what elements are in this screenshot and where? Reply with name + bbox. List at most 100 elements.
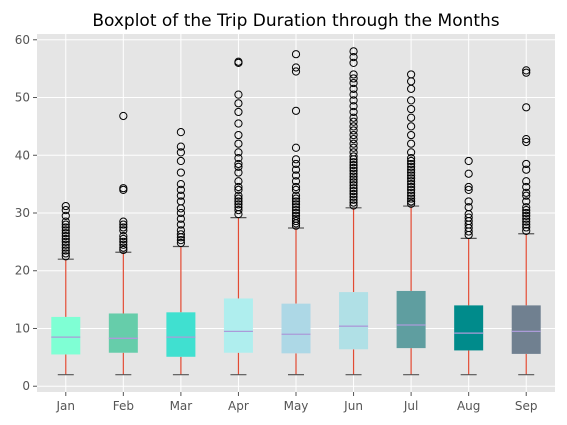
outlier-point xyxy=(234,177,243,186)
outlier-point xyxy=(349,96,358,105)
outlier-point xyxy=(291,155,301,164)
outlier-point xyxy=(407,194,416,203)
outlier-point xyxy=(349,160,358,170)
y-tick-label: 40 xyxy=(15,148,30,162)
outlier-point xyxy=(61,220,70,229)
outlier-point xyxy=(407,185,416,195)
outlier-point xyxy=(522,208,531,218)
outlier-point xyxy=(407,156,416,166)
y-tick-label: 20 xyxy=(15,264,30,278)
outlier-point xyxy=(464,156,473,166)
outlier-point xyxy=(464,203,473,212)
outlier-point xyxy=(522,220,531,229)
outlier-point xyxy=(61,217,70,226)
outlier-point xyxy=(407,177,416,186)
outlier-point xyxy=(407,96,416,105)
box-may xyxy=(281,50,311,376)
outlier-point xyxy=(349,163,358,173)
outlier-point xyxy=(407,180,416,189)
x-tick-label: Jul xyxy=(403,399,418,413)
outlier-point xyxy=(464,185,473,195)
outlier-point xyxy=(61,223,70,232)
outlier-point xyxy=(522,188,531,197)
outlier-point xyxy=(119,223,128,232)
outlier-point xyxy=(407,174,416,183)
outlier-point xyxy=(349,122,358,131)
box-sep xyxy=(511,66,541,376)
x-tick-label: Mar xyxy=(170,399,193,413)
outlier-point xyxy=(61,234,70,244)
outlier-point xyxy=(291,203,301,212)
outlier-point xyxy=(234,194,243,203)
box-series xyxy=(51,47,541,376)
outlier-point xyxy=(234,119,243,128)
outlier-point xyxy=(349,47,358,56)
outlier-point xyxy=(522,206,531,215)
outlier-point xyxy=(119,243,128,252)
outlier-point xyxy=(291,143,301,152)
outlier-point xyxy=(349,113,358,122)
outlier-point xyxy=(176,128,185,137)
outlier-point xyxy=(407,197,416,206)
outlier-point xyxy=(522,182,531,192)
outlier-point xyxy=(349,70,358,79)
outlier-point xyxy=(176,185,185,195)
outlier-point xyxy=(522,217,531,226)
outlier-point xyxy=(349,152,358,161)
outlier-point xyxy=(407,199,416,208)
box-body xyxy=(339,292,369,350)
y-tick-label: 10 xyxy=(15,321,30,335)
outlier-point xyxy=(407,159,416,169)
outlier-point xyxy=(522,203,531,212)
outlier-point xyxy=(234,130,243,140)
outlier-point xyxy=(349,189,358,199)
outlier-point xyxy=(291,211,301,220)
box-body xyxy=(396,290,426,349)
outlier-point xyxy=(349,178,358,187)
outlier-point xyxy=(234,57,243,66)
outlier-point xyxy=(349,107,358,117)
box-body xyxy=(281,303,311,354)
outlier-point xyxy=(234,185,243,195)
outlier-point xyxy=(349,102,358,111)
outlier-point xyxy=(407,154,416,163)
y-tick-label: 0 xyxy=(22,379,30,393)
outlier-point xyxy=(119,184,128,193)
outlier-point xyxy=(234,99,243,108)
outlier-point xyxy=(291,197,301,206)
outlier-point xyxy=(291,63,301,72)
outlier-point xyxy=(407,70,416,79)
outlier-point xyxy=(119,245,128,255)
outlier-point xyxy=(291,191,301,200)
outlier-point xyxy=(464,169,473,178)
box-feb xyxy=(108,111,138,376)
outlier-point xyxy=(234,154,243,163)
outlier-point xyxy=(119,234,128,244)
outlier-point xyxy=(61,201,70,211)
outlier-point xyxy=(349,186,358,196)
outlier-point xyxy=(407,122,416,131)
outlier-point xyxy=(61,243,70,252)
chart-title: Boxplot of the Trip Duration through the… xyxy=(92,11,499,31)
outlier-point xyxy=(61,226,70,235)
outlier-point xyxy=(407,191,416,200)
outlier-point xyxy=(176,168,185,177)
outlier-point xyxy=(119,226,128,235)
outlier-point xyxy=(349,198,358,207)
outlier-point xyxy=(234,168,243,177)
x-tick-label: Aug xyxy=(457,399,480,413)
box-mar xyxy=(166,128,196,376)
outlier-point xyxy=(176,230,185,239)
outlier-point xyxy=(119,237,128,246)
box-jul xyxy=(396,70,426,376)
outlier-point xyxy=(234,148,243,157)
outlier-point xyxy=(349,166,358,175)
outlier-point xyxy=(234,182,243,192)
outlier-point xyxy=(119,111,128,121)
outlier-point xyxy=(176,197,185,206)
outlier-point xyxy=(349,58,358,67)
box-body xyxy=(166,312,196,357)
outlier-point xyxy=(349,84,358,93)
outlier-point xyxy=(291,216,301,226)
